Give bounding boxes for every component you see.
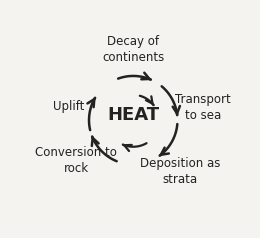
Text: Uplift: Uplift [53, 100, 84, 113]
Text: Transport
to sea: Transport to sea [175, 93, 231, 122]
Text: Conversion to
rock: Conversion to rock [35, 146, 117, 174]
Text: HEAT: HEAT [107, 106, 159, 124]
Text: Decay of
continents: Decay of continents [102, 35, 164, 64]
Text: Deposition as
strata: Deposition as strata [140, 157, 220, 186]
